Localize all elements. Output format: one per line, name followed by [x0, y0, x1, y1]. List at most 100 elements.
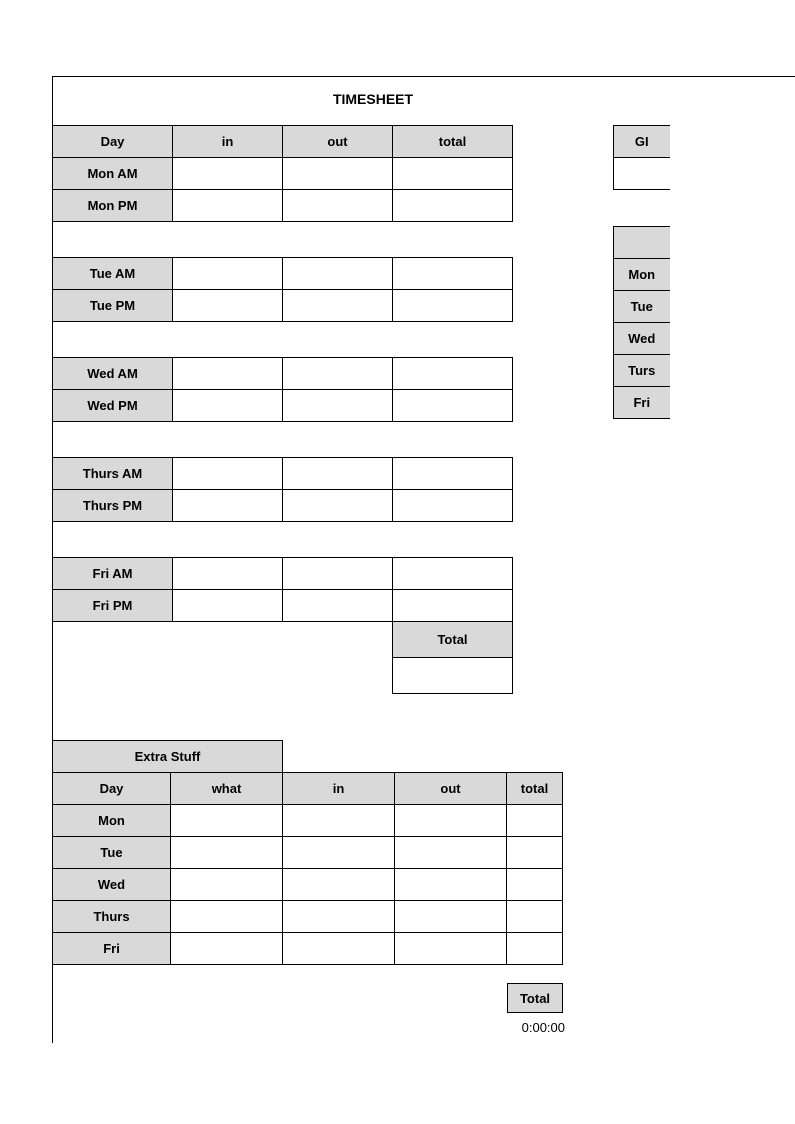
day-label: Thurs AM [53, 458, 173, 490]
table-row: Mon [53, 805, 563, 837]
cell-total [393, 490, 513, 522]
extra-in[interactable] [283, 869, 395, 901]
extra-total-label: Total [507, 983, 563, 1013]
col-total: total [393, 126, 513, 158]
cell-total [393, 158, 513, 190]
cell-out[interactable] [283, 290, 393, 322]
total-value-row [53, 658, 513, 694]
cell-total [393, 390, 513, 422]
extra-what[interactable] [171, 901, 283, 933]
extra-what[interactable] [171, 933, 283, 965]
cell-in[interactable] [173, 458, 283, 490]
table-row: Fri PM [53, 590, 513, 622]
total-row: Total [53, 622, 513, 658]
extra-day: Mon [53, 805, 171, 837]
cell-in[interactable] [173, 590, 283, 622]
cell-total [393, 590, 513, 622]
cell-in[interactable] [173, 290, 283, 322]
extra-out[interactable] [395, 933, 507, 965]
spacer-row [53, 322, 513, 358]
side-top-table: GI [613, 125, 670, 190]
cell-out[interactable] [283, 558, 393, 590]
extra-table: Day what in out total Mon Tue Wed [52, 772, 563, 965]
side-day: Tue [614, 291, 670, 323]
cell-out[interactable] [283, 190, 393, 222]
side-top-value [614, 158, 670, 190]
day-label: Mon PM [53, 190, 173, 222]
side-top-header: GI [614, 126, 670, 158]
table-row: Wed PM [53, 390, 513, 422]
extra-day: Tue [53, 837, 171, 869]
extra-title: Extra Stuff [53, 740, 283, 772]
cell-out[interactable] [283, 258, 393, 290]
extra-total [507, 869, 563, 901]
extra-col-what: what [171, 773, 283, 805]
extra-what[interactable] [171, 869, 283, 901]
cell-total [393, 290, 513, 322]
timesheet-document: TIMESHEET Day in out total Mon AM Mon PM [52, 76, 795, 1043]
side-days-table: Mon Tue Wed Turs Fri [613, 226, 670, 419]
extra-in[interactable] [283, 901, 395, 933]
side-summary: GI Mon Tue Wed Turs Fri [613, 125, 670, 419]
table-row: Thurs PM [53, 490, 513, 522]
extra-col-out: out [395, 773, 507, 805]
col-day: Day [53, 126, 173, 158]
table-row: Wed AM [53, 358, 513, 390]
extra-what[interactable] [171, 805, 283, 837]
extra-in[interactable] [283, 805, 395, 837]
table-row: Tue PM [53, 290, 513, 322]
cell-in[interactable] [173, 258, 283, 290]
day-label: Fri AM [53, 558, 173, 590]
cell-out[interactable] [283, 490, 393, 522]
extra-day: Fri [53, 933, 171, 965]
cell-in[interactable] [173, 390, 283, 422]
extra-in[interactable] [283, 837, 395, 869]
table-row: Thurs AM [53, 458, 513, 490]
spacer-row [53, 422, 513, 458]
table-row: Tue AM [53, 258, 513, 290]
cell-total [393, 258, 513, 290]
extra-day: Thurs [53, 901, 171, 933]
page-title: TIMESHEET [53, 77, 693, 125]
cell-in[interactable] [173, 558, 283, 590]
table-row: Fri AM [53, 558, 513, 590]
side-day: Mon [614, 259, 670, 291]
cell-total [393, 558, 513, 590]
cell-in[interactable] [173, 490, 283, 522]
extra-out[interactable] [395, 869, 507, 901]
day-label: Mon AM [53, 158, 173, 190]
cell-total [393, 190, 513, 222]
day-label: Tue AM [53, 258, 173, 290]
extra-day: Wed [53, 869, 171, 901]
total-value [393, 658, 513, 694]
spacer-row [53, 222, 513, 258]
side-day: Fri [614, 387, 670, 419]
cell-in[interactable] [173, 190, 283, 222]
extra-total [507, 805, 563, 837]
side-blank-header [614, 227, 670, 259]
cell-total [393, 358, 513, 390]
extra-in[interactable] [283, 933, 395, 965]
extra-total [507, 901, 563, 933]
cell-out[interactable] [283, 390, 393, 422]
table-row: Tue [53, 837, 563, 869]
cell-out[interactable] [283, 158, 393, 190]
extra-out[interactable] [395, 837, 507, 869]
day-label: Tue PM [53, 290, 173, 322]
day-label: Thurs PM [53, 490, 173, 522]
cell-in[interactable] [173, 158, 283, 190]
cell-out[interactable] [283, 358, 393, 390]
day-label: Fri PM [53, 590, 173, 622]
extra-total-value: 0:00:00 [497, 1013, 567, 1043]
extra-out[interactable] [395, 901, 507, 933]
col-out: out [283, 126, 393, 158]
extra-out[interactable] [395, 805, 507, 837]
extra-total [507, 933, 563, 965]
extra-total [507, 837, 563, 869]
cell-total [393, 458, 513, 490]
cell-out[interactable] [283, 590, 393, 622]
side-day: Wed [614, 323, 670, 355]
cell-out[interactable] [283, 458, 393, 490]
extra-what[interactable] [171, 837, 283, 869]
cell-in[interactable] [173, 358, 283, 390]
